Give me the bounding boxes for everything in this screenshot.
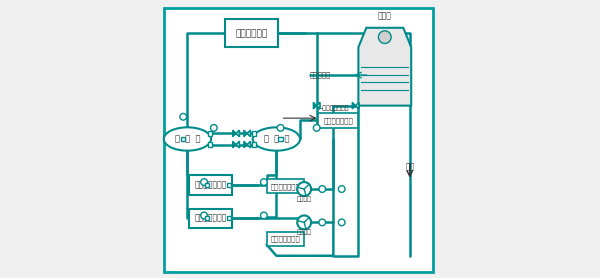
Polygon shape: [313, 102, 317, 109]
FancyBboxPatch shape: [227, 183, 231, 187]
FancyBboxPatch shape: [266, 232, 304, 246]
Circle shape: [277, 125, 284, 131]
Polygon shape: [244, 141, 247, 148]
Circle shape: [260, 179, 267, 185]
FancyBboxPatch shape: [208, 143, 212, 147]
Text: 排水: 排水: [405, 162, 415, 171]
FancyBboxPatch shape: [189, 175, 232, 195]
Polygon shape: [233, 141, 236, 148]
Ellipse shape: [253, 127, 300, 151]
Ellipse shape: [164, 127, 211, 151]
Text: 旁滤水处理设备: 旁滤水处理设备: [271, 183, 300, 190]
Polygon shape: [352, 102, 356, 109]
Circle shape: [338, 219, 345, 226]
Text: 冷水机组蒸发器: 冷水机组蒸发器: [194, 180, 227, 189]
FancyBboxPatch shape: [181, 137, 185, 141]
Text: 冷水机组冷凝器: 冷水机组冷凝器: [194, 214, 227, 223]
Polygon shape: [236, 130, 239, 137]
Text: 分  水  器: 分 水 器: [175, 135, 200, 143]
FancyBboxPatch shape: [252, 131, 256, 136]
Text: 旁滤水处理设备: 旁滤水处理设备: [271, 236, 300, 242]
Circle shape: [297, 215, 311, 229]
Circle shape: [313, 125, 320, 131]
Circle shape: [211, 125, 217, 131]
Polygon shape: [236, 141, 239, 148]
FancyBboxPatch shape: [164, 8, 433, 272]
Circle shape: [338, 186, 345, 192]
FancyBboxPatch shape: [189, 208, 232, 228]
Text: 集  水  器: 集 水 器: [263, 135, 289, 143]
FancyBboxPatch shape: [205, 216, 209, 220]
Polygon shape: [317, 102, 320, 109]
Text: 自来水补水: 自来水补水: [310, 72, 331, 78]
Polygon shape: [247, 141, 251, 148]
Circle shape: [379, 31, 391, 43]
FancyBboxPatch shape: [318, 113, 358, 128]
Polygon shape: [358, 28, 411, 106]
Text: 冷却水泵: 冷却水泵: [296, 229, 311, 235]
Polygon shape: [356, 102, 359, 109]
Text: 冷冻水泵: 冷冻水泵: [296, 196, 311, 202]
FancyBboxPatch shape: [227, 216, 231, 220]
Circle shape: [260, 212, 267, 219]
Circle shape: [297, 182, 311, 196]
Circle shape: [201, 212, 208, 219]
Circle shape: [201, 179, 208, 185]
Text: 空调末端设备: 空调末端设备: [235, 29, 268, 38]
FancyBboxPatch shape: [225, 19, 278, 47]
Circle shape: [319, 186, 326, 192]
FancyBboxPatch shape: [205, 183, 209, 187]
Circle shape: [319, 219, 326, 226]
Circle shape: [180, 113, 187, 120]
Text: 冷却塔: 冷却塔: [378, 12, 392, 21]
Text: ←稳定压补水装置: ←稳定压补水装置: [318, 106, 350, 111]
Polygon shape: [233, 130, 236, 137]
Text: 稳定压补水装置: 稳定压补水装置: [323, 117, 353, 123]
FancyBboxPatch shape: [252, 143, 256, 147]
FancyBboxPatch shape: [278, 137, 283, 141]
FancyBboxPatch shape: [208, 131, 212, 136]
FancyBboxPatch shape: [266, 179, 304, 193]
Polygon shape: [247, 130, 251, 137]
Polygon shape: [244, 130, 247, 137]
